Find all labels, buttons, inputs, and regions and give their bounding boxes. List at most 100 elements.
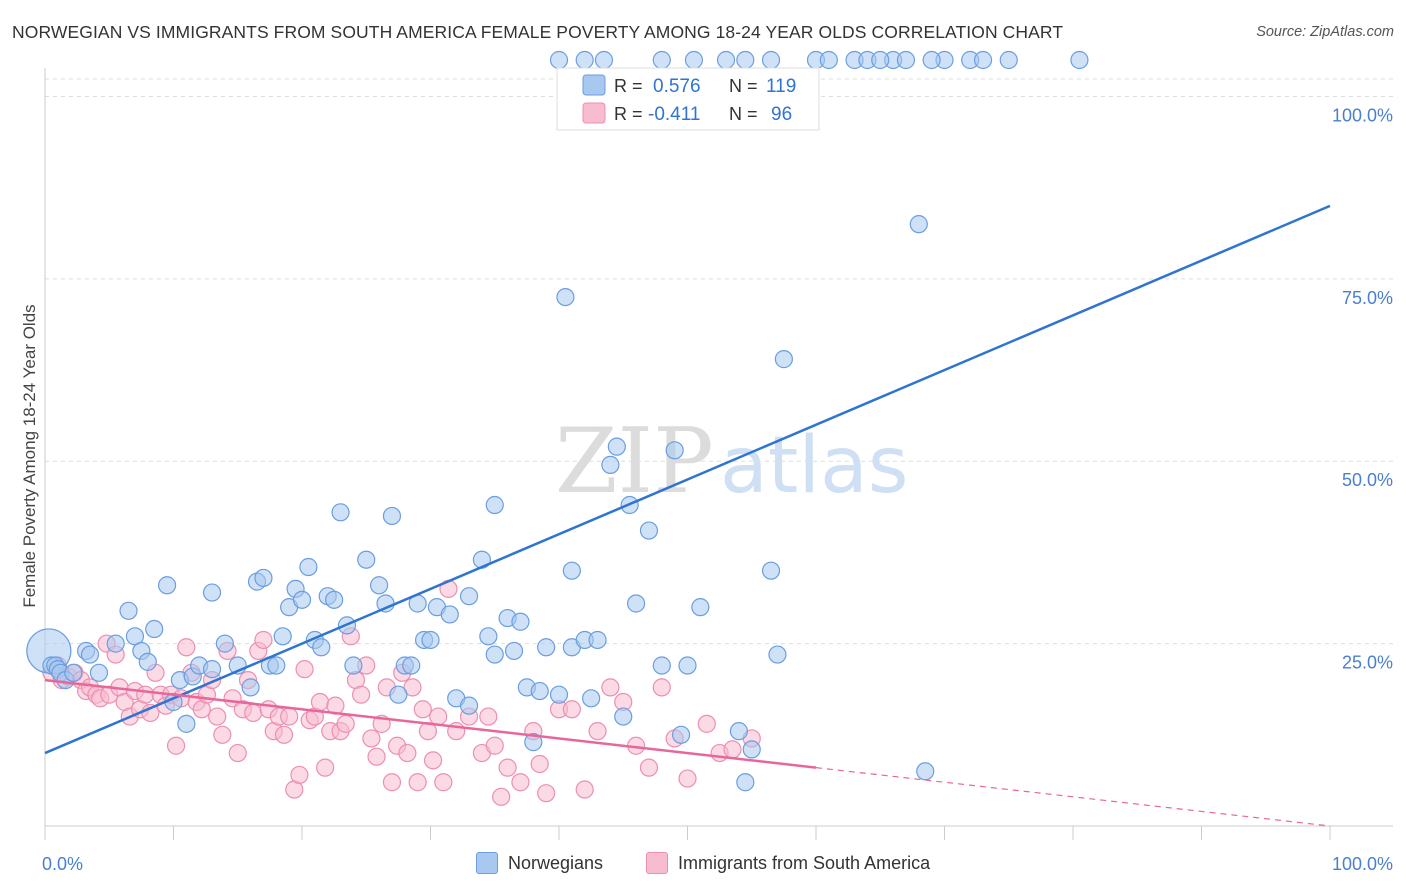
legend-swatch-immigrants [582, 102, 606, 124]
norwegians-point-110 [819, 50, 838, 70]
norwegians-point-66 [524, 733, 543, 752]
norwegians-point-74 [582, 689, 601, 708]
trend-lines [44, 204, 1331, 827]
immigrants-point-48 [290, 765, 309, 785]
norwegians-point-95 [896, 50, 916, 70]
immigrants-point-85 [511, 773, 530, 792]
immigrants-point-100 [697, 714, 716, 733]
legend-swatch-norwegians [582, 74, 606, 96]
norwegians-point-43 [357, 550, 376, 569]
legend-swatch-blue [476, 852, 498, 874]
norwegians-point-8 [80, 645, 100, 664]
norwegians-point-108 [761, 50, 781, 70]
norwegians-point-104 [652, 50, 671, 70]
norwegians-point-11 [119, 601, 138, 620]
norwegians-point-44 [370, 576, 389, 595]
norwegians-point-89 [742, 740, 761, 759]
norwegians-points [26, 50, 1089, 792]
y-tick-label-1: 50.0% [1342, 470, 1393, 490]
immigrants-point-87 [530, 754, 549, 774]
norwegians-point-61 [485, 495, 504, 515]
x-tick-label-1: 100.0% [1332, 854, 1393, 874]
watermark-zip: ZIP [555, 409, 714, 514]
norwegians-point-64 [511, 612, 530, 631]
norwegians-point-9 [89, 663, 109, 682]
gridlines [45, 78, 1393, 645]
immigrants-point-36 [228, 743, 247, 763]
norwegians-point-30 [267, 656, 286, 675]
legend-item-immigrants: Immigrants from South America [646, 852, 930, 874]
immigrants-point-84 [498, 758, 517, 777]
norwegians-point-114 [973, 50, 993, 70]
norwegians-point-22 [202, 660, 222, 679]
norwegians-point-16 [157, 576, 177, 595]
norwegians-point-60 [485, 645, 504, 664]
immigrants-point-70 [403, 678, 422, 697]
immigrants-point-74 [423, 751, 443, 770]
norwegians-point-96 [909, 215, 928, 234]
immigrants-point-81 [479, 707, 498, 726]
chart-title: NORWEGIAN VS IMMIGRANTS FROM SOUTH AMERI… [12, 22, 1064, 42]
immigrants-point-33 [213, 725, 232, 744]
legend-n-value-1: 119 [766, 76, 796, 97]
immigrants-point-72 [413, 700, 432, 719]
norwegians-point-71 [562, 561, 581, 580]
immigrants-point-91 [575, 780, 594, 799]
immigrants-point-26 [177, 638, 196, 657]
legend-r-label-2: R = [614, 104, 643, 124]
norwegians-point-87 [729, 722, 749, 741]
norwegians-point-103 [594, 50, 614, 70]
norwegians-point-100 [999, 50, 1018, 70]
norwegians-point-115 [1070, 50, 1089, 70]
norwegians-point-88 [736, 773, 755, 792]
norwegians-point-84 [671, 725, 691, 744]
norwegians-point-78 [614, 707, 633, 726]
norwegians-point-54 [440, 605, 459, 624]
immigrants-point-18 [136, 685, 155, 704]
norwegians-point-56 [459, 696, 479, 715]
norwegians-point-10 [106, 634, 125, 653]
norwegians-point-82 [652, 656, 671, 675]
immigrants-point-93 [601, 678, 620, 697]
legend-label-immigrants: Immigrants from South America [678, 852, 931, 873]
y-tick-label-2: 75.0% [1342, 288, 1393, 308]
norwegians-point-85 [678, 656, 697, 675]
immigrants-point-46 [280, 707, 299, 726]
immigrants-point-69 [398, 743, 417, 763]
norwegians-point-67 [530, 681, 549, 701]
y-axis-label: Female Poverty Among 18-24 Year Olds [20, 304, 39, 607]
correlation-legend: R = 0.576 N = 119 R = -0.411 N = 96 [556, 67, 820, 131]
norwegians-point-59 [479, 627, 498, 646]
norwegians-point-39 [325, 590, 344, 609]
norwegians-point-35 [299, 557, 318, 577]
immigrants-point-63 [367, 747, 386, 766]
norwegians-point-106 [716, 50, 736, 70]
immigrants-point-92 [588, 722, 607, 741]
norwegians-point-49 [402, 656, 421, 675]
norwegians-point-90 [761, 561, 781, 580]
norwegians-point-70 [556, 287, 575, 307]
immigrants-point-60 [352, 685, 371, 704]
immigrants-point-90 [562, 700, 581, 719]
immigrants-point-99 [678, 769, 697, 788]
norwegians-point-6 [64, 663, 83, 682]
norwegians-point-19 [177, 714, 196, 733]
norwegians-point-42 [344, 656, 363, 675]
norwegians-point-40 [331, 503, 350, 522]
immigrants-point-52 [310, 692, 330, 712]
immigrants-point-39 [244, 703, 263, 723]
watermark-atlas: atlas [720, 421, 909, 511]
immigrants-point-71 [408, 773, 427, 792]
norwegians-point-26 [241, 678, 260, 697]
norwegians-point-92 [774, 350, 793, 369]
norwegians-point-86 [691, 598, 710, 617]
legend-n-label-2: N = [729, 104, 758, 124]
immigrants-point-24 [166, 736, 186, 755]
immigrants-point-83 [492, 787, 511, 806]
immigrants-point-96 [639, 758, 659, 777]
immigrants-point-102 [723, 740, 742, 759]
legend-n-value-2: 96 [771, 104, 792, 125]
immigrants-point-57 [336, 714, 355, 733]
watermark: ZIP atlas [555, 409, 909, 514]
legend-r-value-2: -0.411 [648, 104, 700, 125]
